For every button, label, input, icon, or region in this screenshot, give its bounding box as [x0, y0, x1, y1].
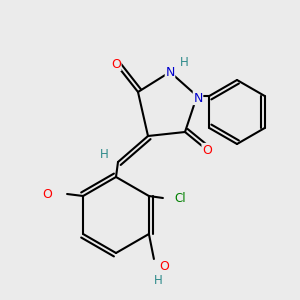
Text: H: H	[180, 56, 188, 68]
Text: H: H	[154, 274, 162, 287]
Text: O: O	[159, 260, 169, 274]
Text: N: N	[193, 92, 203, 104]
Text: N: N	[165, 65, 175, 79]
Text: H: H	[100, 148, 108, 160]
Text: O: O	[202, 143, 212, 157]
Text: Cl: Cl	[174, 191, 186, 205]
Text: O: O	[111, 58, 121, 70]
Text: O: O	[42, 188, 52, 200]
